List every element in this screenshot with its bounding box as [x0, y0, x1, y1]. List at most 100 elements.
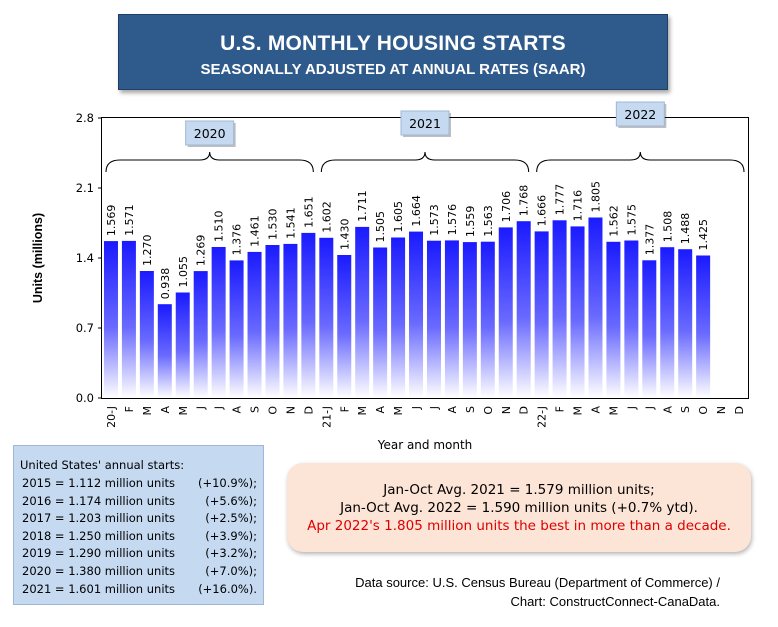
x-tick-label: J: [643, 406, 656, 410]
x-tick-label: D: [733, 406, 746, 414]
bar: [480, 241, 495, 398]
bar: [121, 240, 136, 398]
bar-value-label: 1.716: [572, 190, 585, 222]
bar-value-label: 1.805: [589, 181, 602, 213]
bar: [409, 231, 424, 398]
bar: [157, 304, 172, 398]
averages-callout: Jan-Oct Avg. 2021 = 1.579 million units;…: [287, 463, 751, 552]
x-tick-label: F: [338, 406, 351, 412]
bar: [462, 242, 477, 398]
annual-row: 2021 = 1.601 million units (+16.0%).: [20, 581, 257, 599]
y-tick-label: 0.7: [76, 321, 94, 335]
bar: [193, 271, 208, 398]
bar: [301, 232, 316, 398]
bar-value-label: 1.768: [518, 185, 531, 217]
annual-row-label: 2015 = 1.112 million units: [22, 476, 176, 490]
year-label-box: [185, 120, 235, 146]
bar-value-label: 1.530: [266, 209, 279, 241]
x-tick-label: A: [661, 406, 674, 414]
annual-row-label: 2020 = 1.380 million units: [22, 563, 176, 578]
annual-row-label: 2017 = 1.203 million units: [22, 511, 176, 526]
x-tick-label: 20-J: [105, 406, 118, 428]
x-tick-label: O: [266, 406, 279, 415]
source-line-2: Chart: ConstructConnect-CanaData.: [510, 594, 720, 609]
year-label-box: [400, 110, 450, 136]
year-brace: [320, 151, 530, 173]
bar-value-label: 1.505: [374, 211, 387, 243]
annual-row-change: (+2.5%);: [205, 511, 257, 526]
x-tick-label: A: [446, 406, 459, 414]
x-tick-label: M: [607, 406, 620, 416]
annual-row: 2015 = 1.112 million units (+10.9%);: [20, 475, 257, 493]
y-axis: 0.0 0.7 1.4 2.1 2.8: [76, 111, 102, 405]
annual-row-change: (+10.9%);: [197, 476, 257, 490]
x-tick-label: M: [141, 406, 154, 416]
x-tick-label: N: [500, 406, 513, 414]
bar: [139, 271, 154, 398]
bar: [355, 226, 370, 398]
bar: [660, 247, 675, 398]
bar: [642, 260, 657, 398]
bar: [211, 247, 226, 398]
bar-value-label: 1.377: [643, 224, 656, 256]
annual-row: 2017 = 1.203 million units (+2.5%);: [20, 510, 257, 528]
year-brace: [105, 151, 314, 173]
annual-rows: 2015 = 1.112 million units (+10.9%); 2016…: [20, 475, 257, 598]
year-label-box: [615, 101, 665, 127]
x-tick-label: J: [213, 406, 226, 410]
bar-value-label: 1.270: [141, 235, 154, 267]
bar-value-label: 1.488: [679, 213, 692, 245]
bar-value-label: 1.541: [284, 207, 297, 239]
bar: [606, 241, 621, 398]
x-axis-title: Year and month: [377, 438, 473, 452]
bar-value-label: 1.575: [625, 204, 638, 236]
x-tick-label: 22-J: [536, 406, 549, 428]
x-tick-label: M: [392, 406, 405, 416]
annual-row-label: 2019 = 1.290 million units: [22, 546, 176, 561]
bar: [498, 227, 513, 398]
bar: [552, 220, 567, 398]
x-tick-label: O: [482, 406, 495, 415]
year-brace: [536, 151, 745, 173]
y-axis-title: Units (millions): [31, 213, 45, 303]
bar-value-label: 1.430: [338, 219, 351, 251]
bar: [247, 251, 262, 398]
highlight-text: Apr 2022's 1.805 million units the best …: [307, 518, 731, 534]
bar: [175, 292, 190, 398]
x-tick-label: S: [249, 406, 262, 413]
annual-row-change: (+3.9%);: [205, 528, 257, 543]
bar: [319, 237, 334, 398]
x-tick-label: A: [231, 406, 244, 414]
chart-title: U.S. MONTHLY HOUSING STARTS: [220, 32, 566, 55]
bar: [588, 217, 603, 398]
x-tick-label: M: [177, 406, 190, 416]
annual-row: 2020 = 1.380 million units (+7.0%);: [20, 563, 257, 581]
x-tick-label: A: [374, 406, 387, 414]
x-tick-label: 21-J: [320, 406, 333, 428]
annual-row-change: (+16.0%).: [198, 581, 257, 596]
x-tick-label: F: [123, 406, 136, 412]
annual-row: 2018 = 1.250 million units (+3.9%);: [20, 528, 257, 546]
bar-value-label: 1.269: [195, 235, 208, 267]
source-note: Data source: U.S. Census Bureau (Departm…: [300, 573, 720, 611]
year-label: 2022: [624, 107, 656, 122]
bar: [534, 231, 549, 398]
x-tick-labels: 20-J F M A M J J A S O N D 21-J F M A M J J A S O N D 22-J F M A M J J…: [105, 406, 746, 428]
bar-value-label: 1.664: [410, 195, 423, 227]
x-tick-label: S: [679, 406, 692, 413]
bar: [444, 240, 459, 398]
bar-value-label: 1.562: [607, 205, 620, 237]
x-tick-label: A: [159, 406, 172, 414]
bars: [103, 217, 711, 398]
bar-value-label: 1.777: [554, 184, 567, 216]
y-tick-label: 2.8: [76, 111, 94, 125]
bar: [696, 255, 711, 398]
bar: [103, 241, 118, 398]
bar-value-label: 1.425: [697, 219, 710, 251]
x-tick-label: J: [195, 406, 208, 410]
x-tick-label: F: [554, 406, 567, 412]
bar: [516, 221, 531, 398]
avg-2021-text: Jan-Oct Avg. 2021 = 1.579 million units;: [383, 482, 655, 498]
annual-row-change: (+3.2%);: [205, 546, 257, 561]
x-tick-label: S: [464, 406, 477, 413]
